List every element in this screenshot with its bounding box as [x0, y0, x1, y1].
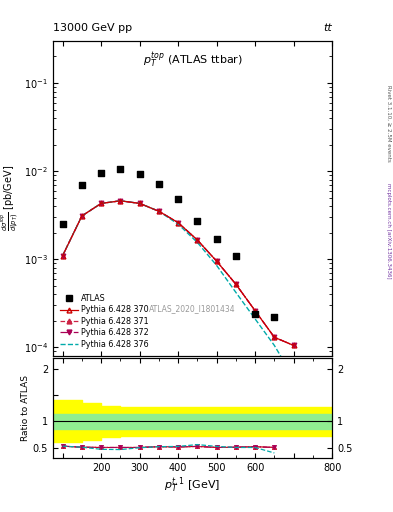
Text: $p_T^{top}$ (ATLAS ttbar): $p_T^{top}$ (ATLAS ttbar) [143, 50, 242, 70]
ATLAS [117, 165, 123, 174]
Y-axis label: $\frac{d\sigma^{top}}{d(p_T)}$ [pb/GeV]: $\frac{d\sigma^{top}}{d(p_T)}$ [pb/GeV] [0, 165, 21, 231]
Text: Rivet 3.1.10, ≥ 2.5M events: Rivet 3.1.10, ≥ 2.5M events [386, 84, 391, 161]
ATLAS [233, 251, 239, 260]
Text: tt: tt [323, 23, 332, 33]
Legend: ATLAS, Pythia 6.428 370, Pythia 6.428 371, Pythia 6.428 372, Pythia 6.428 376: ATLAS, Pythia 6.428 370, Pythia 6.428 37… [57, 291, 152, 352]
ATLAS [175, 195, 181, 203]
ATLAS [252, 310, 258, 318]
Text: ATLAS_2020_I1801434: ATLAS_2020_I1801434 [149, 304, 236, 313]
ATLAS [271, 313, 277, 321]
ATLAS [194, 217, 200, 225]
Y-axis label: Ratio to ATLAS: Ratio to ATLAS [21, 375, 30, 441]
ATLAS [213, 235, 220, 243]
ATLAS [136, 170, 143, 178]
ATLAS [156, 180, 162, 188]
X-axis label: $p_T^{t,1}$ [GeV]: $p_T^{t,1}$ [GeV] [164, 476, 221, 496]
Text: 13000 GeV pp: 13000 GeV pp [53, 23, 132, 33]
ATLAS [59, 220, 66, 228]
Text: mcplots.cern.ch [arXiv:1306.3436]: mcplots.cern.ch [arXiv:1306.3436] [386, 183, 391, 278]
ATLAS [79, 181, 85, 189]
ATLAS [98, 169, 104, 177]
